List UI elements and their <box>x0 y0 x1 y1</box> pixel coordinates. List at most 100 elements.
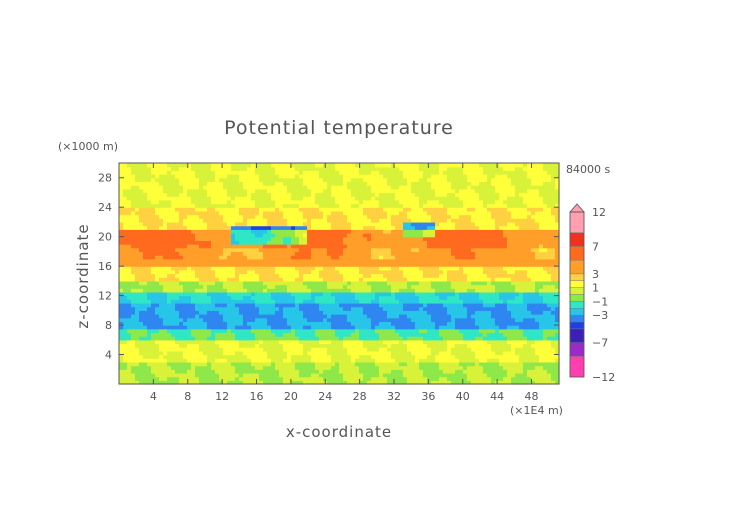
heatmap-cell <box>199 347 204 352</box>
heatmap-cell <box>407 288 412 293</box>
heatmap-cell <box>235 317 240 322</box>
heatmap-cell <box>127 332 132 337</box>
heatmap-cell <box>179 295 184 300</box>
heatmap-cell <box>487 361 492 367</box>
heatmap-cell <box>403 347 408 352</box>
heatmap-cell <box>343 266 348 271</box>
heatmap-cell <box>291 269 296 275</box>
heatmap-cell <box>335 310 340 315</box>
heatmap-cell <box>139 299 144 304</box>
heatmap-cell <box>263 321 268 326</box>
heatmap-cell <box>539 361 544 367</box>
heatmap-cell <box>307 273 312 278</box>
heatmap-cell <box>439 372 444 378</box>
heatmap-cell <box>255 240 260 245</box>
heatmap-cell <box>359 251 364 256</box>
heatmap-cell <box>155 332 160 337</box>
heatmap-cell <box>351 361 356 367</box>
heatmap-cell <box>543 299 548 304</box>
heatmap-cell <box>327 273 332 278</box>
heatmap-cell <box>135 354 140 359</box>
heatmap-cell <box>291 291 296 297</box>
heatmap-cell <box>455 266 460 271</box>
heatmap-cell <box>151 258 156 264</box>
heatmap-cell <box>427 343 432 348</box>
heatmap-cell <box>311 321 316 326</box>
heatmap-cell <box>275 218 280 223</box>
heatmap-cell <box>123 269 128 275</box>
heatmap-cell <box>419 380 424 385</box>
heatmap-cell <box>515 232 520 238</box>
heatmap-cell <box>447 229 452 234</box>
heatmap-cell <box>195 350 200 356</box>
heatmap-cell <box>307 347 312 352</box>
heatmap-cell <box>547 336 552 341</box>
heatmap-cell <box>419 376 424 381</box>
heatmap-cell <box>351 314 356 319</box>
heatmap-cell <box>263 269 268 275</box>
heatmap-cell <box>491 255 496 260</box>
heatmap-cell <box>347 361 352 367</box>
heatmap-cell <box>143 251 148 256</box>
heatmap-cell <box>483 369 488 374</box>
heatmap-cell <box>435 306 440 311</box>
heatmap-cell <box>319 288 324 293</box>
heatmap-cell <box>323 229 328 234</box>
heatmap-cell <box>359 347 364 352</box>
heatmap-cell <box>495 232 500 238</box>
heatmap-cell <box>515 240 520 245</box>
heatmap-cell <box>159 251 164 256</box>
heatmap-cell <box>443 328 448 334</box>
heatmap-cell <box>307 354 312 359</box>
heatmap-cell <box>335 339 340 345</box>
heatmap-cell <box>495 302 500 308</box>
heatmap-cell <box>143 306 148 311</box>
heatmap-cell <box>315 317 320 322</box>
heatmap-cell <box>207 247 212 252</box>
heatmap-cell <box>259 236 264 241</box>
heatmap-cell <box>287 244 292 249</box>
heatmap-cell <box>219 229 224 234</box>
heatmap-cell <box>279 321 284 326</box>
heatmap-cell <box>151 232 156 238</box>
heatmap-cell <box>195 376 200 381</box>
heatmap-cell <box>527 347 532 352</box>
heatmap-cell <box>123 361 128 367</box>
heatmap-cell <box>523 232 528 238</box>
heatmap-cell <box>263 251 268 256</box>
heatmap-cell <box>399 232 404 238</box>
heatmap-cell <box>551 291 556 297</box>
heatmap-cell <box>179 255 184 260</box>
heatmap-cell <box>371 244 376 249</box>
heatmap-cell <box>531 365 536 370</box>
heatmap-cell <box>351 317 356 322</box>
heatmap-cell <box>539 314 544 319</box>
heatmap-cell <box>247 372 252 378</box>
heatmap-cell <box>291 221 296 227</box>
heatmap-cell <box>395 277 400 282</box>
heatmap-cell <box>271 361 276 367</box>
heatmap-cell <box>335 291 340 297</box>
heatmap-cell <box>251 218 256 223</box>
heatmap-cell <box>407 299 412 304</box>
heatmap-cell <box>443 302 448 308</box>
heatmap-cell <box>175 255 180 260</box>
heatmap-cell <box>315 258 320 264</box>
heatmap-cell <box>247 240 252 245</box>
heatmap-cell <box>523 218 528 223</box>
heatmap-cell <box>275 229 280 234</box>
heatmap-cell <box>435 354 440 359</box>
heatmap-cell <box>139 236 144 241</box>
heatmap-cell <box>175 343 180 348</box>
heatmap-cell <box>327 266 332 271</box>
heatmap-cell <box>235 273 240 278</box>
heatmap-cell <box>535 376 540 381</box>
heatmap-cell <box>511 266 516 271</box>
heatmap-cell <box>315 314 320 319</box>
heatmap-cell <box>527 269 532 275</box>
heatmap-cell <box>379 325 384 330</box>
heatmap-cell <box>319 280 324 286</box>
heatmap-cell <box>439 321 444 326</box>
heatmap-cell <box>539 321 544 326</box>
heatmap-cell <box>511 269 516 275</box>
